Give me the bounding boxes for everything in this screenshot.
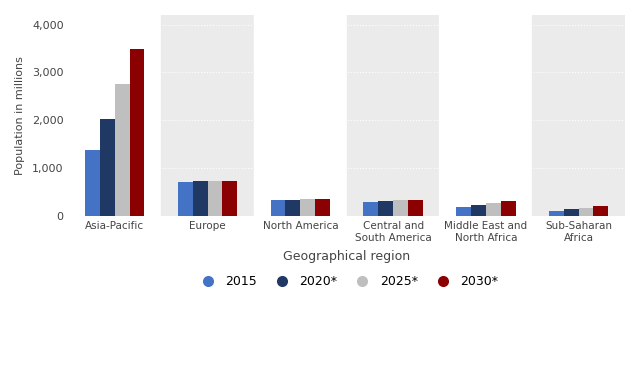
Bar [408,200,423,216]
Y-axis label: Population in millions: Population in millions [15,56,25,175]
Bar [193,181,207,216]
Bar [564,209,579,216]
Bar [271,200,285,216]
Bar [486,203,500,216]
Bar [85,150,100,216]
Bar [223,181,237,216]
Legend: 2015, 2020*, 2025*, 2030*: 2015, 2020*, 2025*, 2030* [189,269,504,294]
Bar [364,202,378,216]
Bar [300,199,315,216]
Bar [471,205,486,216]
Bar [564,209,579,216]
Bar [285,200,300,216]
Bar [130,49,145,216]
Bar [178,182,193,216]
Bar [193,181,207,216]
Bar [100,119,115,216]
Bar [130,49,145,216]
Bar [408,200,423,216]
Bar [271,200,285,216]
Bar [579,208,593,216]
Bar [254,15,347,216]
Bar [378,201,393,216]
Bar [440,15,532,216]
Bar [378,201,393,216]
Bar [347,15,440,216]
Bar [393,200,408,216]
Bar [300,199,315,216]
Bar [115,84,130,216]
Bar [364,202,378,216]
Bar [532,15,625,216]
Bar [549,211,564,216]
Bar [579,208,593,216]
Bar [393,200,408,216]
Bar [549,211,564,216]
Bar [207,181,223,216]
Bar [500,201,516,216]
Bar [593,206,608,216]
Bar [285,200,300,216]
Bar [207,181,223,216]
Bar [115,84,130,216]
Bar [85,150,100,216]
Bar [500,201,516,216]
Bar [471,205,486,216]
Bar [223,181,237,216]
Bar [315,199,330,216]
Bar [486,203,500,216]
Bar [315,199,330,216]
Bar [68,15,161,216]
Bar [100,119,115,216]
Bar [178,182,193,216]
X-axis label: Geographical region: Geographical region [283,250,410,262]
Bar [456,207,471,216]
Bar [593,206,608,216]
Bar [456,207,471,216]
Bar [161,15,254,216]
